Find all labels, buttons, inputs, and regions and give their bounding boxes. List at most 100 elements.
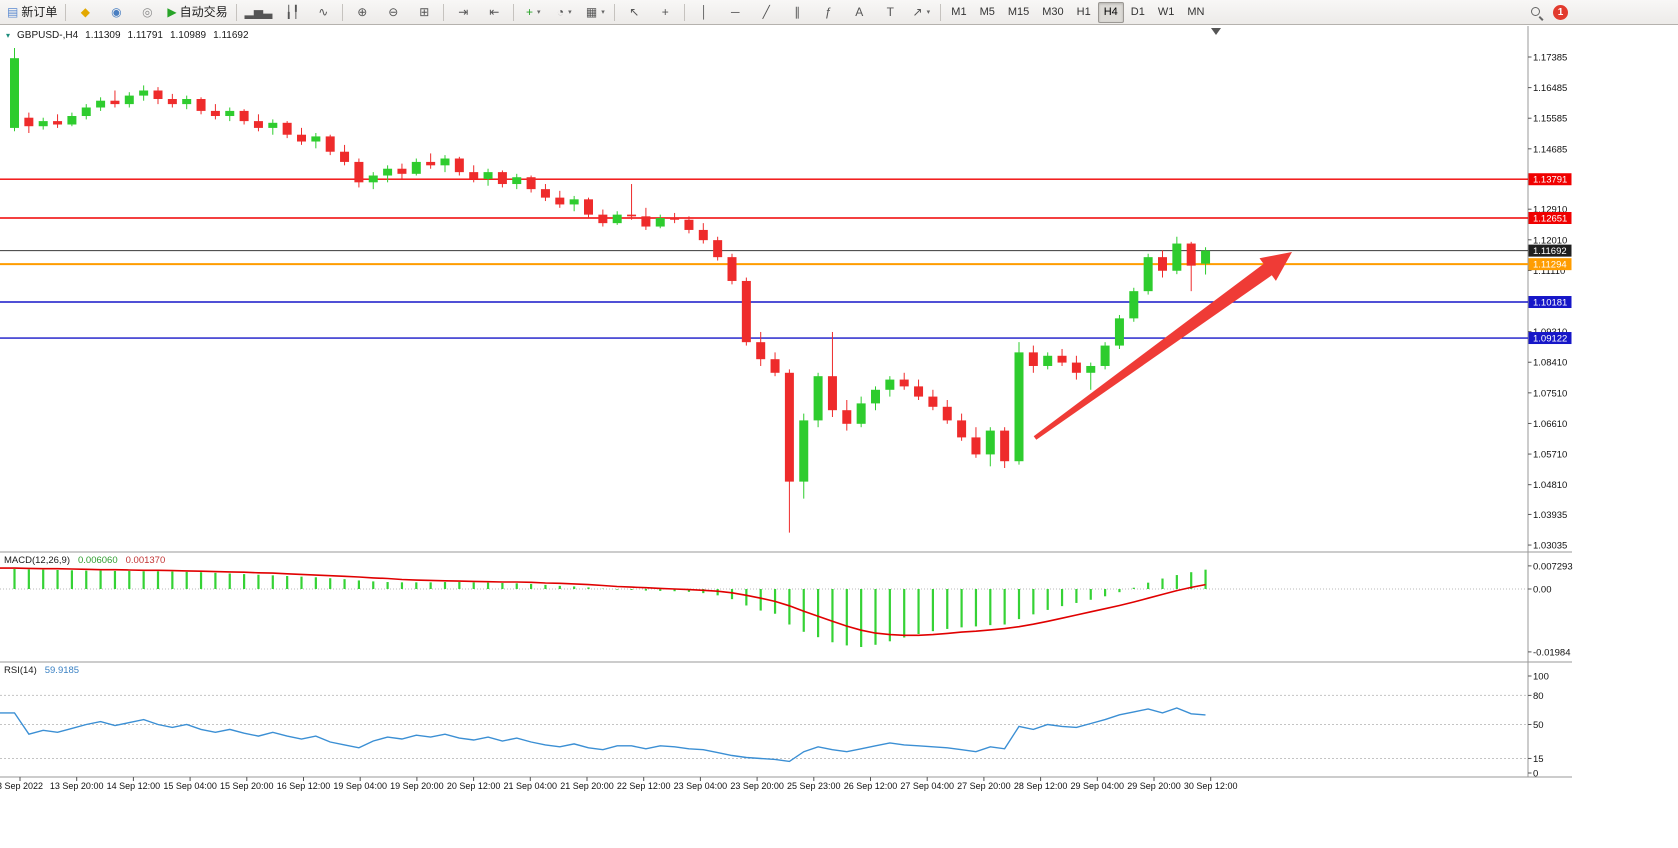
time-axis-label: 19 Sep 04:00 [333, 781, 387, 791]
candle [483, 168, 493, 186]
new-order-button-label: 新订单 [21, 5, 58, 19]
bar-chart-button[interactable]: ▂▅▃ [241, 1, 277, 24]
time-axis-label: 3 Sep 2022 [0, 781, 43, 791]
trend-arrow-annotation[interactable] [1033, 252, 1292, 440]
zoom-out-icon: ⊖ [388, 5, 399, 19]
auto-scroll-button[interactable]: ⇥ [448, 1, 478, 24]
chart-close-value: 1.11692 [213, 30, 249, 41]
periods-icon: ◔ [556, 5, 565, 19]
candle [627, 184, 637, 220]
search-button[interactable] [1520, 1, 1552, 24]
indicators-icon: + [526, 5, 534, 19]
templates-icon: ▦ [585, 5, 598, 19]
fibonacci-button[interactable]: ƒ [813, 1, 843, 24]
toolbar-separator [513, 3, 515, 21]
candle [827, 331, 837, 417]
timeframe-m15[interactable]: M15 [1007, 6, 1030, 18]
rsi-scale-label: 80 [1533, 691, 1544, 702]
metaeditor-icon: ◆ [80, 5, 90, 19]
time-axis-label: 19 Sep 20:00 [390, 781, 444, 791]
price-axis-label: 1.12910 [1533, 205, 1567, 216]
chart-shift-button[interactable]: ⇤ [479, 1, 509, 24]
text-label-button[interactable]: T [875, 1, 905, 24]
timeframe-m1[interactable]: M1 [951, 6, 967, 18]
candles-chart-button[interactable]: ╽╿ [277, 1, 307, 24]
candle [38, 117, 48, 130]
candle [1114, 314, 1124, 349]
crosshair-button[interactable]: + [650, 1, 680, 24]
time-axis-label: 16 Sep 12:00 [277, 781, 331, 791]
price-level-badge: 1.12651 [1528, 212, 1572, 225]
autotrading-button[interactable]: ▶ 自动交易 [163, 1, 231, 24]
bar-chart-icon: ▂▅▃ [244, 5, 273, 19]
macd-scale-label: 0.007293 [1533, 561, 1573, 572]
candle [1129, 287, 1139, 322]
candle [454, 156, 464, 176]
candle [971, 427, 981, 458]
candle [555, 190, 565, 208]
arrow-tools-button[interactable]: ↗ ▾ [906, 1, 936, 24]
templates-button[interactable]: ▦ ▾ [580, 1, 610, 24]
horizontal-line-button[interactable]: ─ [720, 1, 750, 24]
channel-icon: ∥ [794, 5, 801, 19]
zoom-in-button[interactable]: ⊕ [347, 1, 377, 24]
candle [1057, 348, 1067, 366]
text-label-icon: T [886, 5, 894, 19]
candle [684, 216, 694, 234]
candle [942, 399, 952, 424]
candle [411, 158, 421, 176]
trendline-button[interactable]: ╱ [751, 1, 781, 24]
timeframe-m5[interactable]: M5 [979, 6, 995, 18]
auto-scroll-icon: ⇥ [458, 5, 469, 19]
community-button[interactable]: ◉ [101, 1, 131, 24]
line-chart-button[interactable]: ∿ [308, 1, 338, 24]
indicators-button[interactable]: + ▾ [518, 1, 548, 24]
zoom-out-button[interactable]: ⊖ [378, 1, 408, 24]
timeframe-w1[interactable]: W1 [1157, 6, 1175, 18]
trendline-icon: ╱ [762, 5, 770, 19]
vertical-line-icon: │ [700, 5, 709, 19]
time-axis-label: 22 Sep 12:00 [617, 781, 671, 791]
time-axis-label: 30 Sep 12:00 [1184, 781, 1238, 791]
timeframe-d1[interactable]: D1 [1130, 6, 1145, 18]
support-button[interactable]: ◎ [132, 1, 162, 24]
macd-indicator-label: MACD(12,26,9) 0.006060 0.001370 [4, 555, 165, 566]
candle [182, 95, 192, 110]
notifications-badge[interactable]: 1 [1553, 4, 1568, 20]
candle [856, 396, 866, 428]
candle [512, 173, 522, 190]
tile-windows-button[interactable]: ⊞ [409, 1, 439, 24]
candle [985, 427, 995, 467]
time-axis-label: 27 Sep 20:00 [957, 781, 1011, 791]
periods-button[interactable]: ◔ ▾ [549, 1, 579, 24]
candle [67, 112, 77, 127]
time-axis[interactable]: 3 Sep 2022 13 Sep 20:00 14 Sep 12:00 15 Sep… [0, 777, 1237, 791]
candle [397, 163, 407, 179]
toolbar-separator [684, 3, 686, 21]
candle [124, 92, 134, 108]
cursor-button[interactable]: ↖ [619, 1, 649, 24]
macd-scale-label: -0.01984 [1533, 647, 1571, 658]
candle [899, 372, 909, 390]
timeframe-h4[interactable]: H4 [1097, 1, 1124, 23]
text-button[interactable]: A [844, 1, 874, 24]
time-axis-label: 28 Sep 12:00 [1014, 781, 1068, 791]
channel-button[interactable]: ∥ [782, 1, 812, 24]
new-order-button[interactable]: ▤ 新订单 [3, 1, 61, 24]
level-lines-layer [0, 178, 1528, 339]
timeframe-h1[interactable]: H1 [1076, 6, 1091, 18]
time-axis-label: 13 Sep 20:00 [50, 781, 104, 791]
chart-symbol-icon: ▾ [6, 31, 11, 40]
time-axis-label: 25 Sep 23:00 [787, 781, 841, 791]
candle [1100, 342, 1110, 370]
chart-shift-marker[interactable] [1211, 28, 1221, 35]
candle [1014, 342, 1024, 465]
timeframe-mn[interactable]: MN [1187, 6, 1205, 18]
vertical-line-button[interactable]: │ [689, 1, 719, 24]
candle [469, 165, 479, 183]
candle [139, 85, 149, 101]
time-axis-label: 23 Sep 04:00 [674, 781, 728, 791]
timeframe-m30[interactable]: M30 [1042, 6, 1064, 18]
metaeditor-button[interactable]: ◆ [70, 1, 100, 24]
